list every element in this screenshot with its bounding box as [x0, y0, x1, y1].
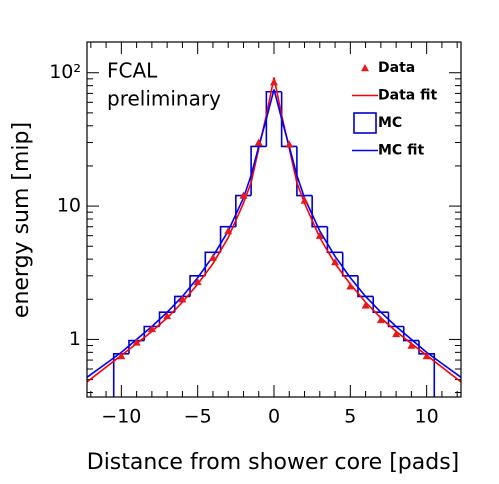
fit-line [87, 89, 461, 378]
data-point [132, 338, 141, 346]
data-point [407, 341, 416, 349]
data-point [163, 311, 172, 320]
legend-label: MC fit [378, 143, 424, 159]
data-point [331, 258, 340, 266]
data-point [285, 140, 294, 148]
x-tick-label: 0 [268, 406, 280, 428]
histogram-bin [143, 325, 160, 341]
histogram-bin [387, 312, 404, 328]
data-point [361, 301, 370, 309]
histogram-bin [296, 146, 313, 197]
data-point [346, 282, 355, 290]
histogram-bin [357, 275, 374, 298]
y-tick-label: 10² [49, 61, 81, 83]
x-tick-label: −10 [101, 406, 141, 428]
data-point [224, 227, 233, 235]
y-tick-label: 1 [69, 328, 81, 350]
annotation: preliminary [107, 87, 221, 111]
data-point [239, 191, 248, 199]
data-point [315, 231, 324, 239]
histogram-bin [280, 91, 297, 148]
y-axis-title: energy sum [mip] [9, 122, 34, 318]
fit-line [87, 77, 461, 383]
histogram-bin [326, 226, 343, 254]
histogram-bin [311, 195, 328, 228]
data-point [392, 329, 401, 338]
histogram-bin [372, 296, 389, 314]
histogram-bin [158, 311, 175, 327]
data-point [208, 253, 217, 261]
data-point [422, 352, 431, 360]
histogram-bin [189, 274, 206, 297]
data-point [300, 196, 309, 204]
legend-label: Data fit [378, 88, 437, 104]
data-point [117, 352, 126, 360]
histogram-bin [173, 295, 191, 313]
data-point [178, 295, 187, 303]
plot-frame [86, 41, 462, 398]
annotation: FCAL [107, 59, 158, 83]
data-point [193, 277, 202, 286]
x-tick-label: 10 [415, 406, 439, 428]
data-point [376, 315, 385, 324]
y-tick-label: 10 [57, 195, 81, 217]
x-tick-label: −5 [184, 406, 212, 428]
legend-symbol [361, 64, 369, 72]
data-point [254, 138, 263, 146]
x-axis-title: Distance from shower core [pads] [87, 450, 460, 475]
data-point [270, 78, 278, 86]
legend-symbol [353, 112, 377, 134]
data-point [147, 324, 156, 333]
legend-label: Data [378, 60, 415, 76]
x-tick-label: 5 [344, 406, 356, 428]
histogram-bin [341, 252, 358, 277]
legend-label: MC [378, 115, 402, 131]
